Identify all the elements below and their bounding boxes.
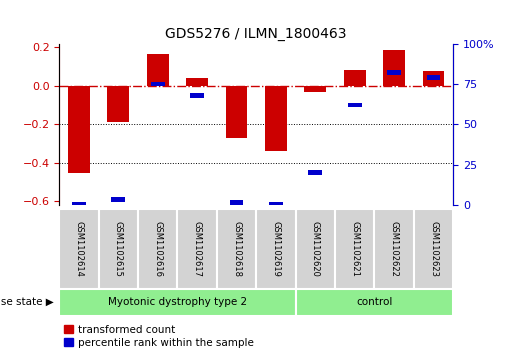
Bar: [226, 86, 247, 138]
Bar: [186, 78, 208, 86]
Bar: [296, 209, 335, 289]
Text: GSM1102619: GSM1102619: [271, 221, 280, 277]
Bar: [269, 202, 283, 207]
Bar: [59, 289, 296, 316]
Bar: [151, 82, 165, 86]
Bar: [147, 54, 168, 86]
Bar: [265, 86, 287, 151]
Bar: [304, 86, 326, 91]
Text: GSM1102618: GSM1102618: [232, 221, 241, 277]
Bar: [387, 70, 401, 75]
Bar: [423, 72, 444, 86]
Text: Myotonic dystrophy type 2: Myotonic dystrophy type 2: [108, 297, 247, 307]
Text: GSM1102623: GSM1102623: [429, 221, 438, 277]
Text: GSM1102616: GSM1102616: [153, 221, 162, 277]
Text: control: control: [356, 297, 392, 307]
Text: GSM1102615: GSM1102615: [114, 221, 123, 277]
Bar: [296, 289, 453, 316]
Text: GSM1102622: GSM1102622: [390, 221, 399, 277]
Bar: [177, 209, 217, 289]
Bar: [374, 209, 414, 289]
Bar: [230, 200, 244, 205]
Bar: [72, 202, 86, 207]
Text: GSM1102621: GSM1102621: [350, 221, 359, 277]
Bar: [59, 209, 99, 289]
Text: GSM1102620: GSM1102620: [311, 221, 320, 277]
Bar: [68, 86, 90, 174]
Legend: transformed count, percentile rank within the sample: transformed count, percentile rank withi…: [64, 325, 254, 348]
Bar: [414, 209, 453, 289]
Text: GSM1102614: GSM1102614: [75, 221, 83, 277]
Title: GDS5276 / ILMN_1800463: GDS5276 / ILMN_1800463: [165, 27, 347, 41]
Bar: [138, 209, 177, 289]
Text: disease state ▶: disease state ▶: [0, 297, 54, 307]
Bar: [308, 170, 322, 175]
Bar: [111, 197, 125, 202]
Bar: [217, 209, 256, 289]
Bar: [99, 209, 138, 289]
Bar: [335, 209, 374, 289]
Bar: [108, 86, 129, 122]
Bar: [256, 209, 296, 289]
Bar: [348, 102, 362, 107]
Bar: [426, 75, 440, 80]
Bar: [344, 70, 366, 86]
Bar: [383, 50, 405, 86]
Text: GSM1102617: GSM1102617: [193, 221, 201, 277]
Bar: [190, 93, 204, 98]
